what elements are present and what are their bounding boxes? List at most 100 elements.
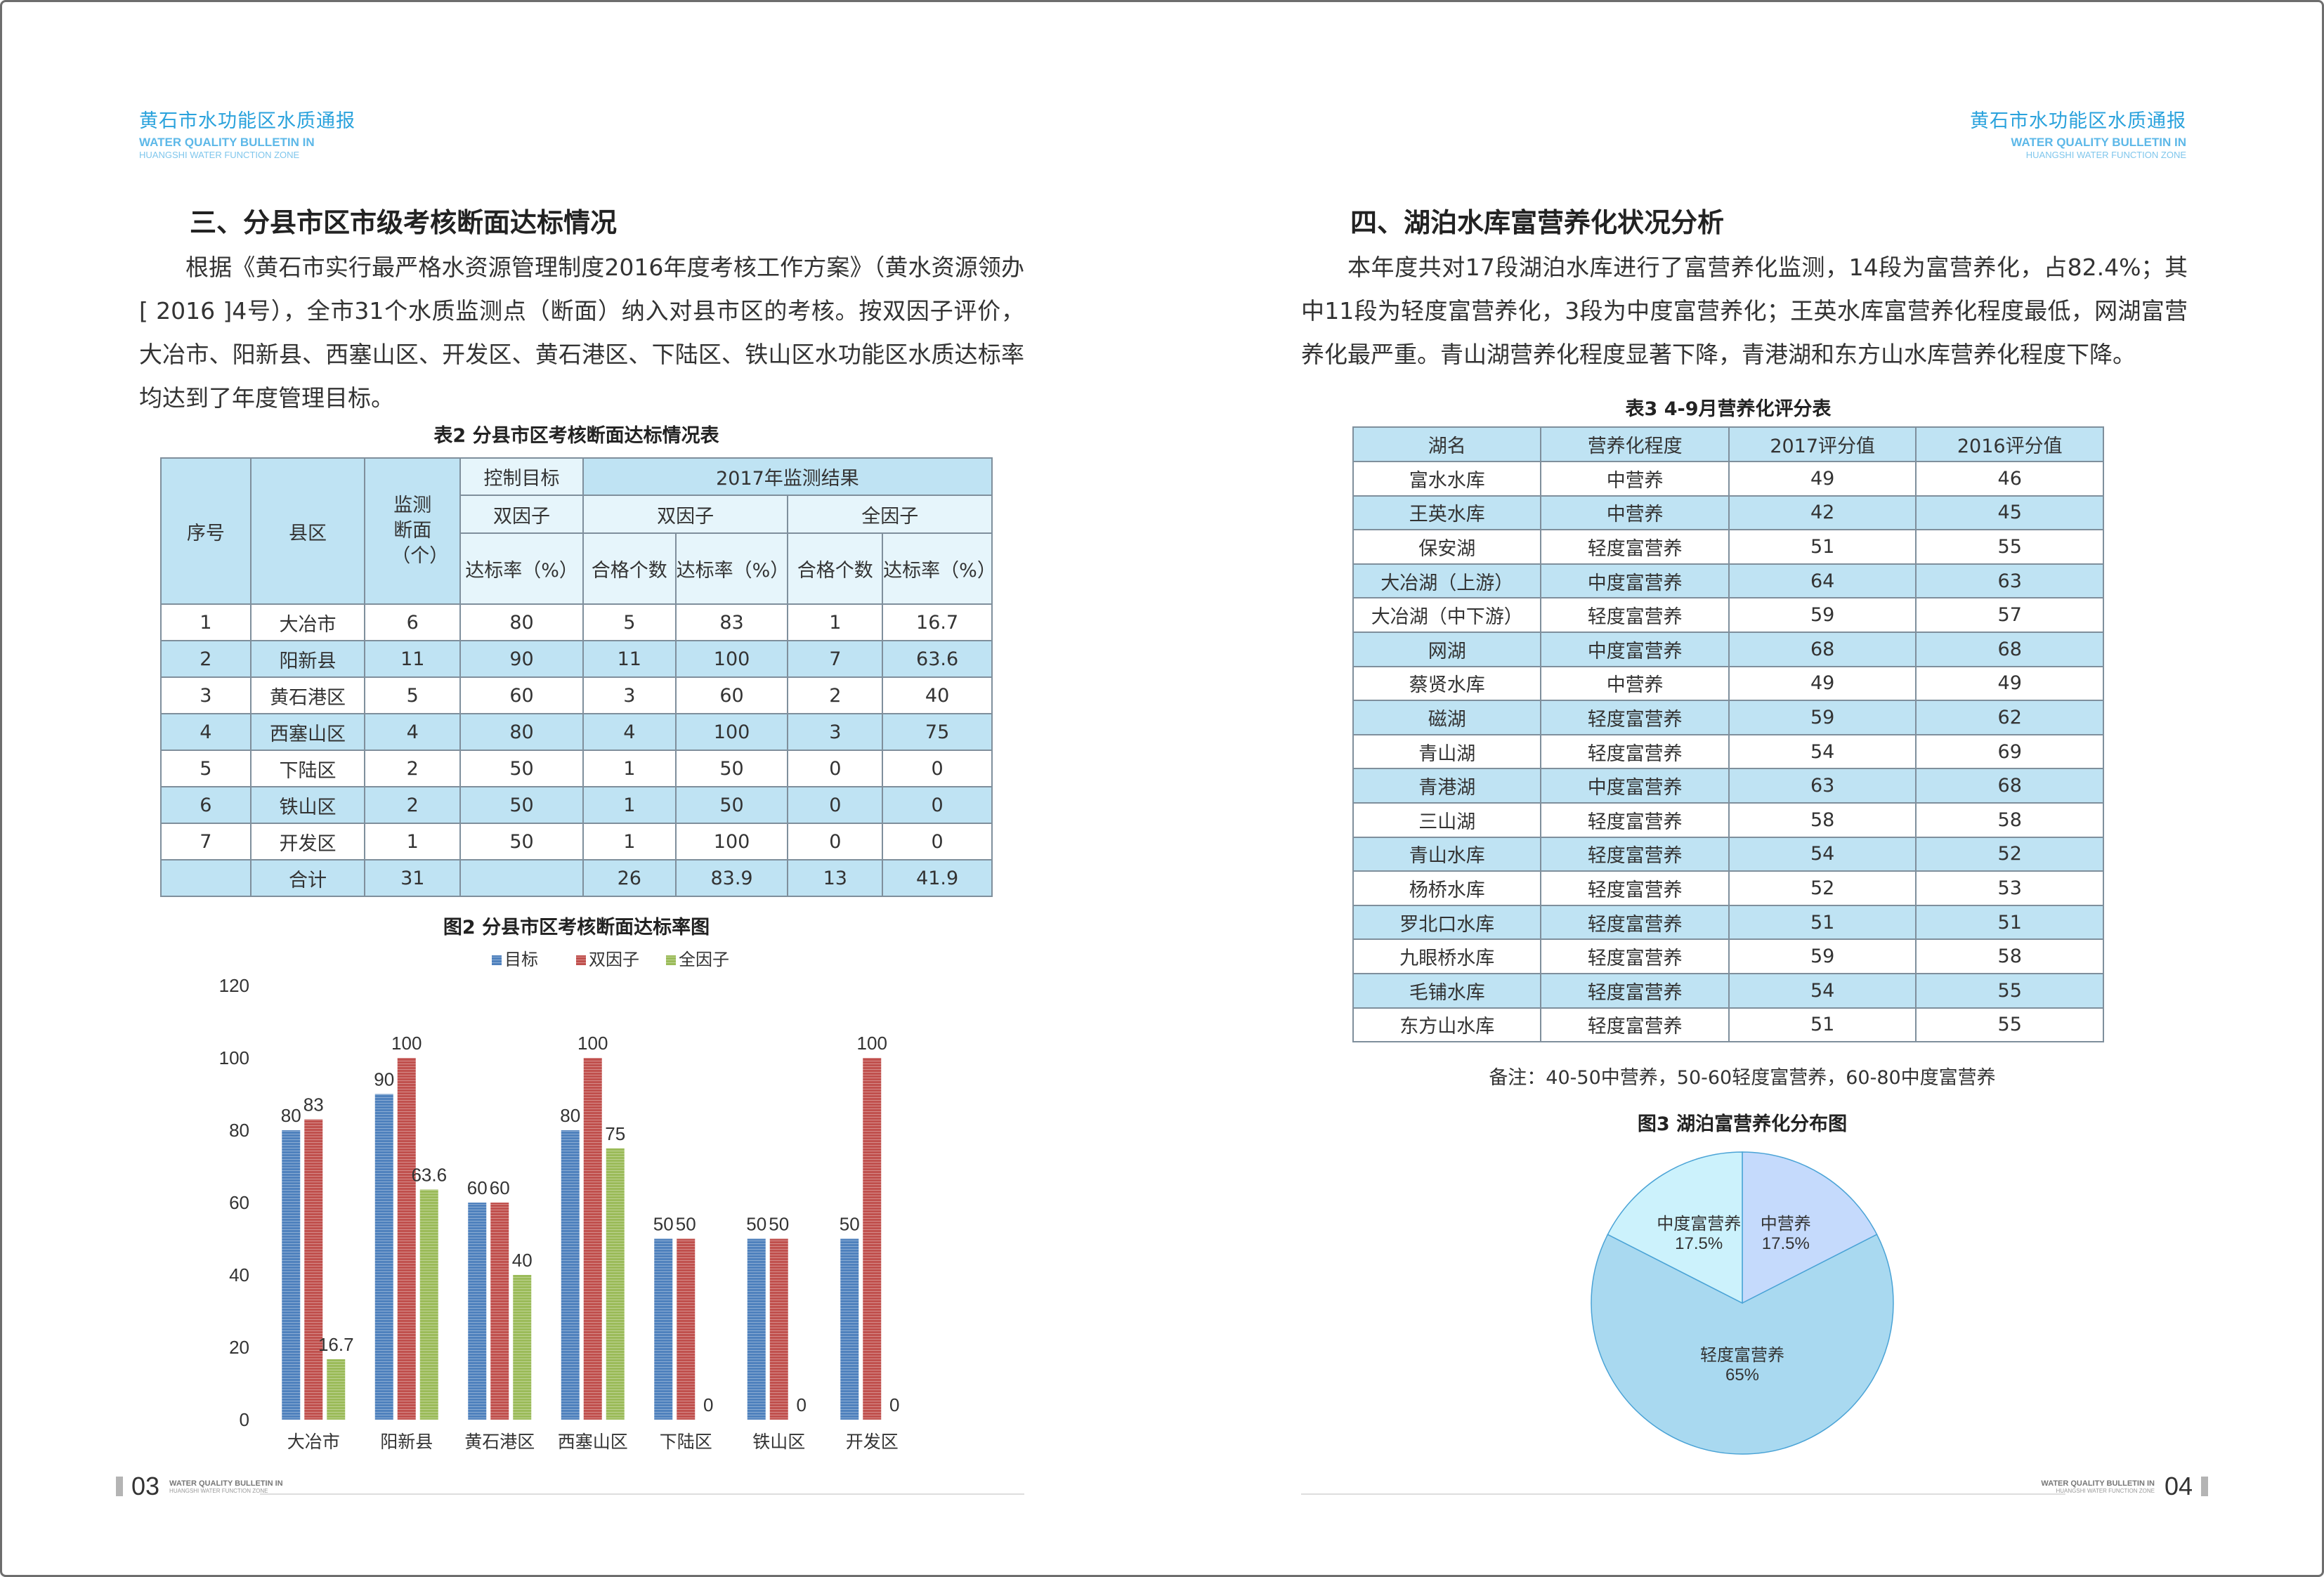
table-row: 1 大冶市 6 80 5 83 1 16.7	[160, 603, 993, 641]
x-tick-label: 开发区	[846, 1432, 899, 1452]
th-all: 全因子	[787, 495, 993, 534]
table-cell: 1	[787, 603, 884, 641]
table-cell: 7	[787, 640, 884, 678]
table-cell: 13	[787, 859, 884, 897]
bar-value-label: 16.7	[318, 1334, 354, 1355]
table-row: 4 西塞山区 4 80 4 100 3 75	[160, 713, 993, 751]
table-cell: 58	[1728, 801, 1917, 838]
footer-divider	[1301, 1493, 2065, 1495]
bar-value-label: 80	[281, 1105, 301, 1126]
section-heading-4: 四、湖泊水库富营养化状况分析	[1350, 207, 1725, 238]
table-cell: 41.9	[882, 859, 993, 897]
legend-label: 目标	[504, 950, 538, 969]
bar	[513, 1275, 532, 1420]
table-row: 7 开发区 1 50 1 100 0 0	[160, 823, 993, 861]
x-tick-label: 阳新县	[380, 1432, 433, 1452]
table-cell: 2	[364, 786, 462, 824]
header-title-en1: WATER QUALITY BULLETIN IN	[139, 136, 315, 149]
x-tick-label: 大冶市	[287, 1432, 340, 1452]
table-cell: 杨桥水库	[1352, 870, 1542, 906]
table-cell: 46	[1915, 461, 2104, 497]
bar-value-label: 100	[577, 1033, 608, 1054]
table-cell: 4	[364, 713, 462, 751]
table-cell: 100	[674, 823, 789, 861]
table-cell: 54	[1728, 972, 1917, 1009]
table-cell: 58	[1915, 938, 2104, 974]
table-cell: 6	[160, 786, 252, 824]
pie-percent-label: 17.5%	[1675, 1234, 1723, 1253]
table-cell: 40	[882, 676, 993, 714]
th-target-dual: 双因子	[459, 495, 584, 534]
table-cell: 0	[882, 823, 993, 861]
bar	[583, 1058, 602, 1420]
table-cell: 51	[1728, 904, 1917, 941]
th-county: 县区	[249, 457, 366, 605]
table-row: 罗北口水库 轻度富营养 51 51	[1352, 904, 2104, 941]
x-tick-label: 黄石港区	[464, 1432, 535, 1452]
table-cell: 5	[582, 603, 677, 641]
table-cell: 80	[459, 713, 584, 751]
table-cell: 下陆区	[249, 750, 366, 787]
table-cell: 轻度富营养	[1540, 700, 1730, 735]
table-cell: 60	[459, 676, 584, 714]
table-cell	[459, 859, 584, 897]
table-cell: 11	[364, 640, 462, 678]
table-cell: 62	[1915, 700, 2104, 735]
table-cell: 中营养	[1540, 665, 1730, 702]
th-rate3: 达标率（%）	[882, 532, 996, 605]
footer-bar	[2201, 1477, 2208, 1496]
th-qual: 合格个数	[582, 532, 677, 605]
footer-en1: WATER QUALITY BULLETIN IN	[169, 1479, 283, 1488]
table-cell: 大冶市	[249, 603, 366, 641]
legend-label: 双因子	[589, 950, 639, 969]
table-row: 合计 31 26 83.9 13 41.9	[160, 859, 993, 897]
bar-value-label: 100	[857, 1033, 887, 1054]
table-row: 磁湖 轻度富营养 59 62	[1352, 700, 2104, 735]
table-cell: 大冶湖（上游）	[1352, 563, 1542, 599]
table-cell: 1	[582, 750, 677, 787]
table-cell: 合计	[249, 859, 366, 897]
table-cell: 51	[1728, 1007, 1917, 1043]
table-cell: 轻度富营养	[1540, 836, 1730, 872]
table-cell: 轻度富营养	[1540, 1007, 1730, 1043]
bar-value-label: 100	[391, 1033, 422, 1054]
table-cell: 富水水库	[1352, 461, 1542, 497]
pie-label: 中度富营养	[1657, 1215, 1741, 1234]
table-cell: 轻度富营养	[1540, 972, 1730, 1009]
table-cell: 保安湖	[1352, 529, 1542, 565]
table-cell: 5	[364, 676, 462, 714]
table-cell: 东方山水库	[1352, 1007, 1542, 1043]
table-cell	[160, 859, 252, 897]
table-cell: 九眼桥水库	[1352, 938, 1542, 974]
table-cell: 52	[1915, 836, 2104, 872]
bar	[327, 1359, 346, 1420]
table-cell: 中营养	[1540, 461, 1730, 497]
table-cell: 50	[459, 750, 584, 787]
table-header: 2017评分值	[1728, 426, 1917, 462]
bar	[840, 1238, 859, 1420]
legend-swatch	[492, 955, 502, 965]
header-title-cn: 黄石市水功能区水质通报	[1970, 110, 2186, 132]
table-cell: 100	[674, 640, 789, 678]
bar	[863, 1058, 882, 1420]
table-cell: 83.9	[674, 859, 789, 897]
table-cell: 54	[1728, 733, 1917, 770]
table-cell: 58	[1915, 801, 2104, 838]
table-cell: 中营养	[1540, 495, 1730, 531]
table-cell: 100	[674, 713, 789, 751]
th-result: 2017年监测结果	[582, 457, 993, 496]
table-row: 杨桥水库 轻度富营养 52 53	[1352, 870, 2104, 906]
table-cell: 黄石港区	[249, 676, 366, 714]
bar	[282, 1130, 301, 1420]
table-cell: 64	[1728, 563, 1917, 599]
bar	[654, 1238, 673, 1420]
section-heading-3: 三、分县市区市级考核断面达标情况	[190, 207, 618, 238]
table-cell: 63	[1915, 563, 2104, 599]
table-row: 东方山水库 轻度富营养 51 55	[1352, 1007, 2104, 1043]
bar	[419, 1189, 438, 1420]
table-row: 3 黄石港区 5 60 3 60 2 40	[160, 676, 993, 714]
table-cell: 52	[1728, 870, 1917, 906]
table-cell: 青山湖	[1352, 733, 1542, 770]
bar-value-label: 50	[676, 1214, 696, 1235]
header-title-en2: HUANGSHI WATER FUNCTION ZONE	[2025, 150, 2186, 160]
